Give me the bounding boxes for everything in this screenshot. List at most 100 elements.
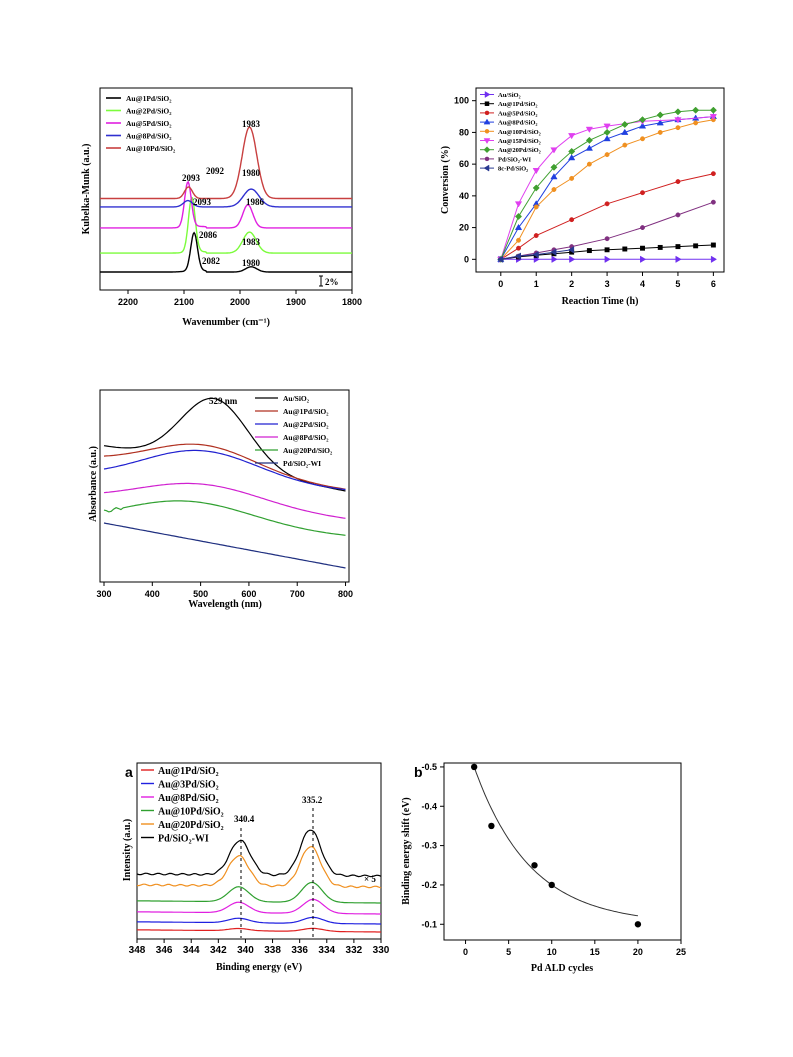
shift-x-ticks: 0 5 10 15 20 25 [463,940,686,957]
conv-x-axis-title: Reaction Time (h) [562,296,639,307]
uv-legend-label: Au@1Pd/SiO₂ [283,407,329,416]
conv-legend-marker [483,118,491,125]
conv-data-point [710,171,716,177]
conv-data-point [675,125,681,131]
xps-peak-label: 335.2 [302,795,323,805]
shift-x-tick-label: 25 [676,947,686,957]
uv-x-tick-label: 400 [145,589,160,599]
shift-frame [443,762,682,941]
shift-y-tick-label: -0.3 [421,841,437,851]
xps-legend-label: Au@3Pd/SiO₂ [158,780,219,791]
conv-y-tick-label: 0 [464,254,469,264]
xps-scale-label: × 5 [364,874,376,884]
xps-series-line [136,927,381,933]
conv-data-point [516,245,521,251]
conv-data-point [516,237,521,243]
conv-data-point [710,255,718,263]
uv-x-ticks: 300 400 500 600 700 800 [96,582,353,599]
conv-y-tick-label: 80 [459,127,469,137]
uv-legend-label: Au@20Pd/SiO₂ [283,446,333,455]
shift-data-point [634,921,642,928]
ir-peak-labels: 2092 1983 2093 1980 2093 1986 2086 1983 … [182,119,265,268]
xps-x-tick-label: 332 [346,945,363,956]
conv-data-point [675,244,681,250]
xps-x-tick-label: 336 [291,945,308,956]
conv-legend-marker [483,138,491,144]
ir-panel: 2200 2100 2000 1900 1800 Wavenumber (cm⁻¹) K… [81,87,362,328]
conv-y-tick-label: 60 [459,159,469,169]
conv-y-axis-title: Conversion (%) [440,146,451,214]
xps-panel-letter: a [125,764,133,780]
conv-data-point [621,128,629,135]
uv-panel: 300 400 500 600 700 800 Wavelength (nm) Absor… [88,389,353,610]
uv-legend-label: Au@2Pd/SiO₂ [283,420,329,429]
conv-series-line [500,116,714,260]
xps-legend-label: Au@1Pd/SiO₂ [158,766,219,777]
uv-series-line [103,522,346,569]
conv-data-point [657,244,663,250]
uv-x-axis-title: Wavelength (nm) [188,599,262,610]
conv-legend-label: Au@15Pd/SiO₂ [498,138,541,145]
conv-data-point [709,114,718,121]
conv-data-point [604,201,610,207]
conv-data-point [638,122,647,129]
shift-data-point [531,862,538,869]
conv-series [497,106,718,264]
conv-series-group [498,171,716,262]
conv-data-point [603,123,611,130]
conv-data-point [674,117,682,124]
ir-peak-label: 2093 [193,197,212,207]
ir-x-axis-title: Wavenumber (cm⁻¹) [182,317,270,328]
shift-data-point [548,881,555,889]
shift-x-tick-label: 0 [463,947,468,957]
conv-data-point [550,173,558,180]
conv-data-point [514,201,523,208]
conv-legend-marker [483,164,490,172]
conv-y-tick-label: 20 [459,223,469,233]
uv-legend-label: Au@8Pd/SiO₂ [283,433,329,442]
shift-x-tick-label: 5 [506,947,511,957]
conv-legend-marker [484,110,490,116]
conv-data-point [709,106,717,114]
ir-frame [99,87,353,291]
conv-data-point [710,199,716,205]
conv-data-point [585,144,594,151]
uv-y-axis-title: Absorbance (a.u.) [88,446,99,522]
xps-x-tick-label: 330 [373,945,390,956]
xps-series-line [136,845,382,889]
conv-data-point [640,255,647,263]
conv-data-point [569,255,576,263]
shift-x-tick-label: 15 [590,947,600,957]
conv-x-tick-label: 1 [534,279,539,289]
conv-legend-marker [484,156,490,162]
ir-legend: Au@1Pd/SiO₂ Au@2Pd/SiO₂ Au@5Pd/SiO₂ Au@8Pd/… [106,94,176,153]
conv-legend-label: 8c-Pd/SiO₂ [498,166,528,173]
conv-frame [475,87,725,273]
conv-data-point [603,135,611,142]
conv-data-point [604,247,610,253]
conv-data-point [532,184,540,192]
xps-legend-label: Au@10Pd/SiO₂ [158,807,224,818]
conv-data-point [710,242,716,248]
conv-data-point [586,161,592,167]
conv-y-tick-label: 100 [454,96,469,106]
ir-series-line [100,180,352,229]
conv-data-point [675,179,681,185]
shift-panel-letter: b [414,764,423,780]
conv-data-point [532,168,540,175]
uv-x-tick-label: 800 [338,589,353,599]
conv-data-point [514,212,523,221]
conv-legend-label: Au/SiO₂ [498,92,521,99]
conv-legend-label: Au@8Pd/SiO₂ [498,120,537,127]
conv-data-point [533,233,539,238]
shift-x-tick-label: 10 [547,947,557,957]
conv-data-point [514,223,523,231]
ir-legend-label: Au@10Pd/SiO₂ [126,144,176,153]
shift-y-axis-title: Binding energy shift (eV) [401,797,412,905]
ir-peak-label: 1980 [242,258,261,268]
conv-series-group [498,199,716,262]
conv-legend-label: Pd/SiO₂-WI [498,156,531,163]
conv-data-point [622,142,628,148]
